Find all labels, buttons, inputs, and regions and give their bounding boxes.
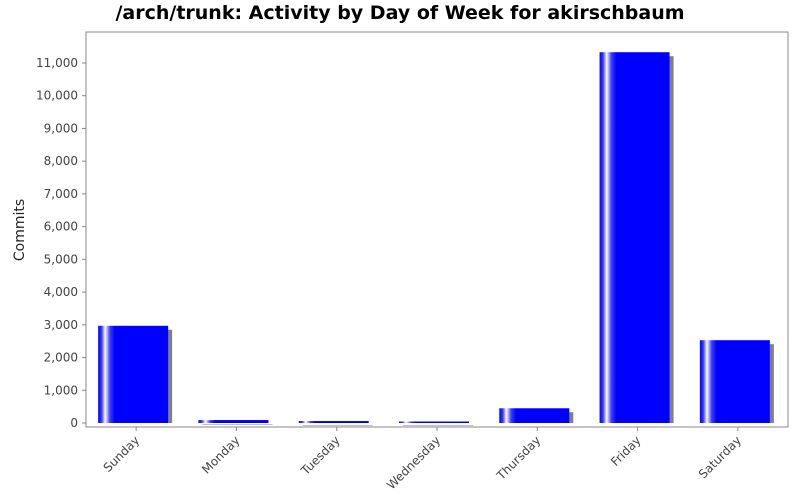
- y-tick-label: 11,000: [36, 56, 78, 70]
- y-tick-label: 4,000: [44, 285, 78, 299]
- x-tick-label: Friday: [608, 433, 644, 469]
- x-tick-label: Sunday: [101, 433, 143, 475]
- x-tick-label: Thursday: [493, 433, 543, 483]
- bar-shadow: [403, 425, 473, 426]
- chart-title: /arch/trunk: Activity by Day of Week for…: [115, 2, 685, 24]
- y-tick-label: 5,000: [44, 252, 78, 266]
- x-tick-label: Wednesday: [384, 433, 443, 492]
- bars: [98, 52, 774, 426]
- bar-shadow: [202, 424, 273, 425]
- y-tick-label: 1,000: [44, 383, 78, 397]
- x-axis: Sunday Monday Tuesday Wednesday Thursday Frid…: [101, 427, 744, 492]
- x-tick-label: Saturday: [696, 433, 744, 481]
- y-axis-label: Commits: [12, 199, 28, 261]
- bar-monday: [198, 420, 269, 423]
- y-tick-label: 0: [70, 416, 78, 430]
- bar-tuesday: [298, 421, 369, 423]
- bar-wednesday: [399, 421, 469, 423]
- bar-sunday: [98, 325, 169, 423]
- x-tick-label: Tuesday: [298, 433, 343, 478]
- y-tick-label: 6,000: [44, 220, 78, 234]
- y-tick-label: 9,000: [44, 121, 78, 135]
- bar-saturday: [699, 340, 770, 423]
- bar-friday: [599, 52, 670, 423]
- y-axis: 0 1,000 2,000 3,000 4,000 5,000 6,000 7,000 8,00…: [36, 56, 86, 430]
- plot-area: [85, 31, 789, 428]
- bar-shadow: [302, 425, 373, 426]
- y-tick-label: 3,000: [44, 318, 78, 332]
- y-tick-label: 7,000: [44, 187, 78, 201]
- bar-thursday: [499, 408, 570, 423]
- y-tick-label: 10,000: [36, 89, 78, 103]
- x-tick-label: Monday: [199, 433, 242, 476]
- y-tick-label: 2,000: [44, 351, 78, 365]
- y-tick-label: 8,000: [44, 154, 78, 168]
